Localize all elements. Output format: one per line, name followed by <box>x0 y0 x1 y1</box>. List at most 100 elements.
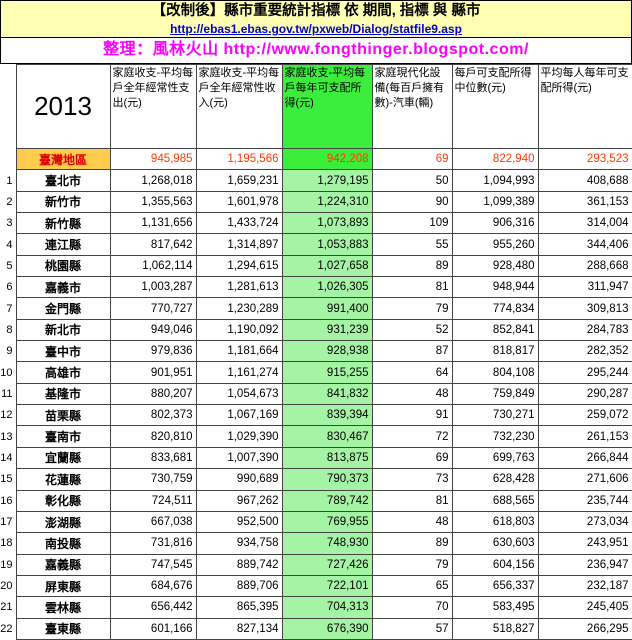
value-cell: 282,352 <box>537 340 632 363</box>
value-cell: 288,668 <box>537 254 632 278</box>
value-cell: 730,759 <box>109 468 197 491</box>
table-row: 10 高雄市 901,951 1,161,274 915,255 64 804,108 295… <box>0 361 632 384</box>
table-row: 16 彰化縣 724,511 967,262 789,742 81 688,565 235,7… <box>0 489 632 512</box>
value-cell: 293,523 <box>537 147 632 171</box>
value-cell: 232,187 <box>537 574 632 598</box>
page-title: 【改制後】縣市重要統計指標 依 期間, 指標 與 縣市 <box>151 3 481 19</box>
value-cell: 945,985 <box>109 147 197 171</box>
value-cell: 990,689 <box>195 468 283 491</box>
value-cell: 50 <box>371 169 453 192</box>
row-number: 10 <box>0 361 16 384</box>
county-name: 宜蘭縣 <box>15 446 111 470</box>
county-name: 南投縣 <box>15 532 111 555</box>
table-row: 5 桃園縣 1,062,114 1,294,615 1,027,658 89 928,480… <box>0 254 632 278</box>
value-cell: 1,026,305 <box>281 276 373 299</box>
value-cell: 1,314,897 <box>195 233 283 256</box>
value-cell: 48 <box>371 510 453 534</box>
column-header-disposable-income: 家庭收支-平均每戶每年可支配所得(元) <box>281 64 373 149</box>
row-number: 21 <box>0 596 16 619</box>
value-cell: 1,433,724 <box>195 212 283 235</box>
value-cell: 518,827 <box>451 617 539 640</box>
value-cell: 830,467 <box>281 425 373 448</box>
row-number: 12 <box>0 404 16 426</box>
row-number: 3 <box>0 212 16 234</box>
county-name: 嘉義縣 <box>15 553 111 576</box>
table-row: 19 嘉義縣 747,545 889,742 727,426 79 604,156 236,9… <box>0 553 632 576</box>
county-name: 屏東縣 <box>15 574 111 598</box>
value-cell: 1,181,664 <box>195 340 283 363</box>
value-cell: 841,832 <box>281 382 373 406</box>
table-row: 3 新竹縣 1,131,656 1,433,724 1,073,893 109 906,31… <box>0 212 632 235</box>
value-cell: 72 <box>371 425 453 448</box>
table-row: 4 連江縣 817,642 1,314,897 1,053,883 55 955,260 34… <box>0 233 632 256</box>
value-cell: 667,038 <box>109 510 197 534</box>
row-number: 11 <box>0 383 16 405</box>
value-cell: 236,947 <box>537 553 632 576</box>
value-cell: 928,938 <box>281 340 373 363</box>
value-cell: 284,783 <box>537 318 632 342</box>
value-cell: 295,244 <box>537 361 632 384</box>
value-cell: 48 <box>371 382 453 406</box>
county-name: 新竹縣 <box>15 212 111 235</box>
table-row: 22 臺東縣 601,166 827,134 676,390 57 518,827 266,2… <box>0 617 632 640</box>
value-cell: 1,099,389 <box>451 190 539 214</box>
value-cell: 52 <box>371 318 453 342</box>
table-row: 1 臺北市 1,268,018 1,659,231 1,279,195 50 1,094,9… <box>0 169 632 192</box>
value-cell: 915,255 <box>281 361 373 384</box>
county-name: 新北市 <box>15 318 111 342</box>
value-cell: 261,153 <box>537 425 632 448</box>
value-cell: 699,763 <box>451 446 539 470</box>
county-name: 花蓮縣 <box>15 468 111 491</box>
value-cell: 1,003,287 <box>109 276 197 299</box>
value-cell: 727,426 <box>281 553 373 576</box>
table-row: 12 苗栗縣 802,373 1,067,169 839,394 91 730,271 259… <box>0 404 632 427</box>
value-cell: 774,834 <box>451 297 539 320</box>
value-cell: 770,727 <box>109 297 197 320</box>
county-name: 臺中市 <box>15 340 111 363</box>
county-name: 臺南市 <box>15 425 111 448</box>
year-cell: 2013 <box>15 64 111 149</box>
row-number: 18 <box>0 532 16 555</box>
value-cell: 789,742 <box>281 489 373 512</box>
value-cell: 109 <box>371 212 453 235</box>
value-cell: 979,836 <box>109 340 197 363</box>
value-cell: 804,108 <box>451 361 539 384</box>
row-number <box>0 148 16 170</box>
value-cell: 802,373 <box>109 404 197 427</box>
value-cell: 630,603 <box>451 532 539 555</box>
value-cell: 1,054,673 <box>195 382 283 406</box>
value-cell: 1,161,274 <box>195 361 283 384</box>
value-cell: 79 <box>371 553 453 576</box>
value-cell: 1,195,566 <box>195 147 283 171</box>
value-cell: 309,813 <box>537 297 632 320</box>
county-name: 臺東縣 <box>15 617 111 640</box>
column-header-expenditure: 家庭收支-平均每戶全年經常性支出(元) <box>109 64 197 149</box>
value-cell: 928,480 <box>451 254 539 278</box>
value-cell: 69 <box>371 446 453 470</box>
table-row: 9 臺中市 979,836 1,181,664 928,938 87 818,817 282,… <box>0 340 632 363</box>
value-cell: 81 <box>371 489 453 512</box>
value-cell: 991,400 <box>281 297 373 320</box>
value-cell: 70 <box>371 596 453 619</box>
value-cell: 273,034 <box>537 510 632 534</box>
value-cell: 235,744 <box>537 489 632 512</box>
value-cell: 852,841 <box>451 318 539 342</box>
table-row: 7 金門縣 770,727 1,230,289 991,400 79 774,834 309,… <box>0 297 632 320</box>
value-cell: 408,688 <box>537 169 632 192</box>
county-name: 基隆市 <box>15 382 111 406</box>
county-name: 嘉義市 <box>15 276 111 299</box>
summary-row: 臺灣地區 945,985 1,195,566 942,208 69 822,94… <box>0 147 632 171</box>
county-name: 苗栗縣 <box>15 404 111 427</box>
value-cell: 81 <box>371 276 453 299</box>
value-cell: 684,676 <box>109 574 197 598</box>
value-cell: 1,190,092 <box>195 318 283 342</box>
table-row: 13 臺南市 820,810 1,029,390 830,467 72 732,230 261… <box>0 425 632 448</box>
source-link[interactable]: http://ebas1.ebas.gov.tw/pxweb/Dialog/st… <box>170 22 462 36</box>
value-cell: 656,337 <box>451 574 539 598</box>
table-row: 20 屏東縣 684,676 889,706 722,101 65 656,337 232,1… <box>0 574 632 598</box>
row-number: 7 <box>0 297 16 320</box>
value-cell: 833,681 <box>109 446 197 470</box>
value-cell: 1,073,893 <box>281 212 373 235</box>
value-cell: 906,316 <box>451 212 539 235</box>
value-cell: 948,944 <box>451 276 539 299</box>
